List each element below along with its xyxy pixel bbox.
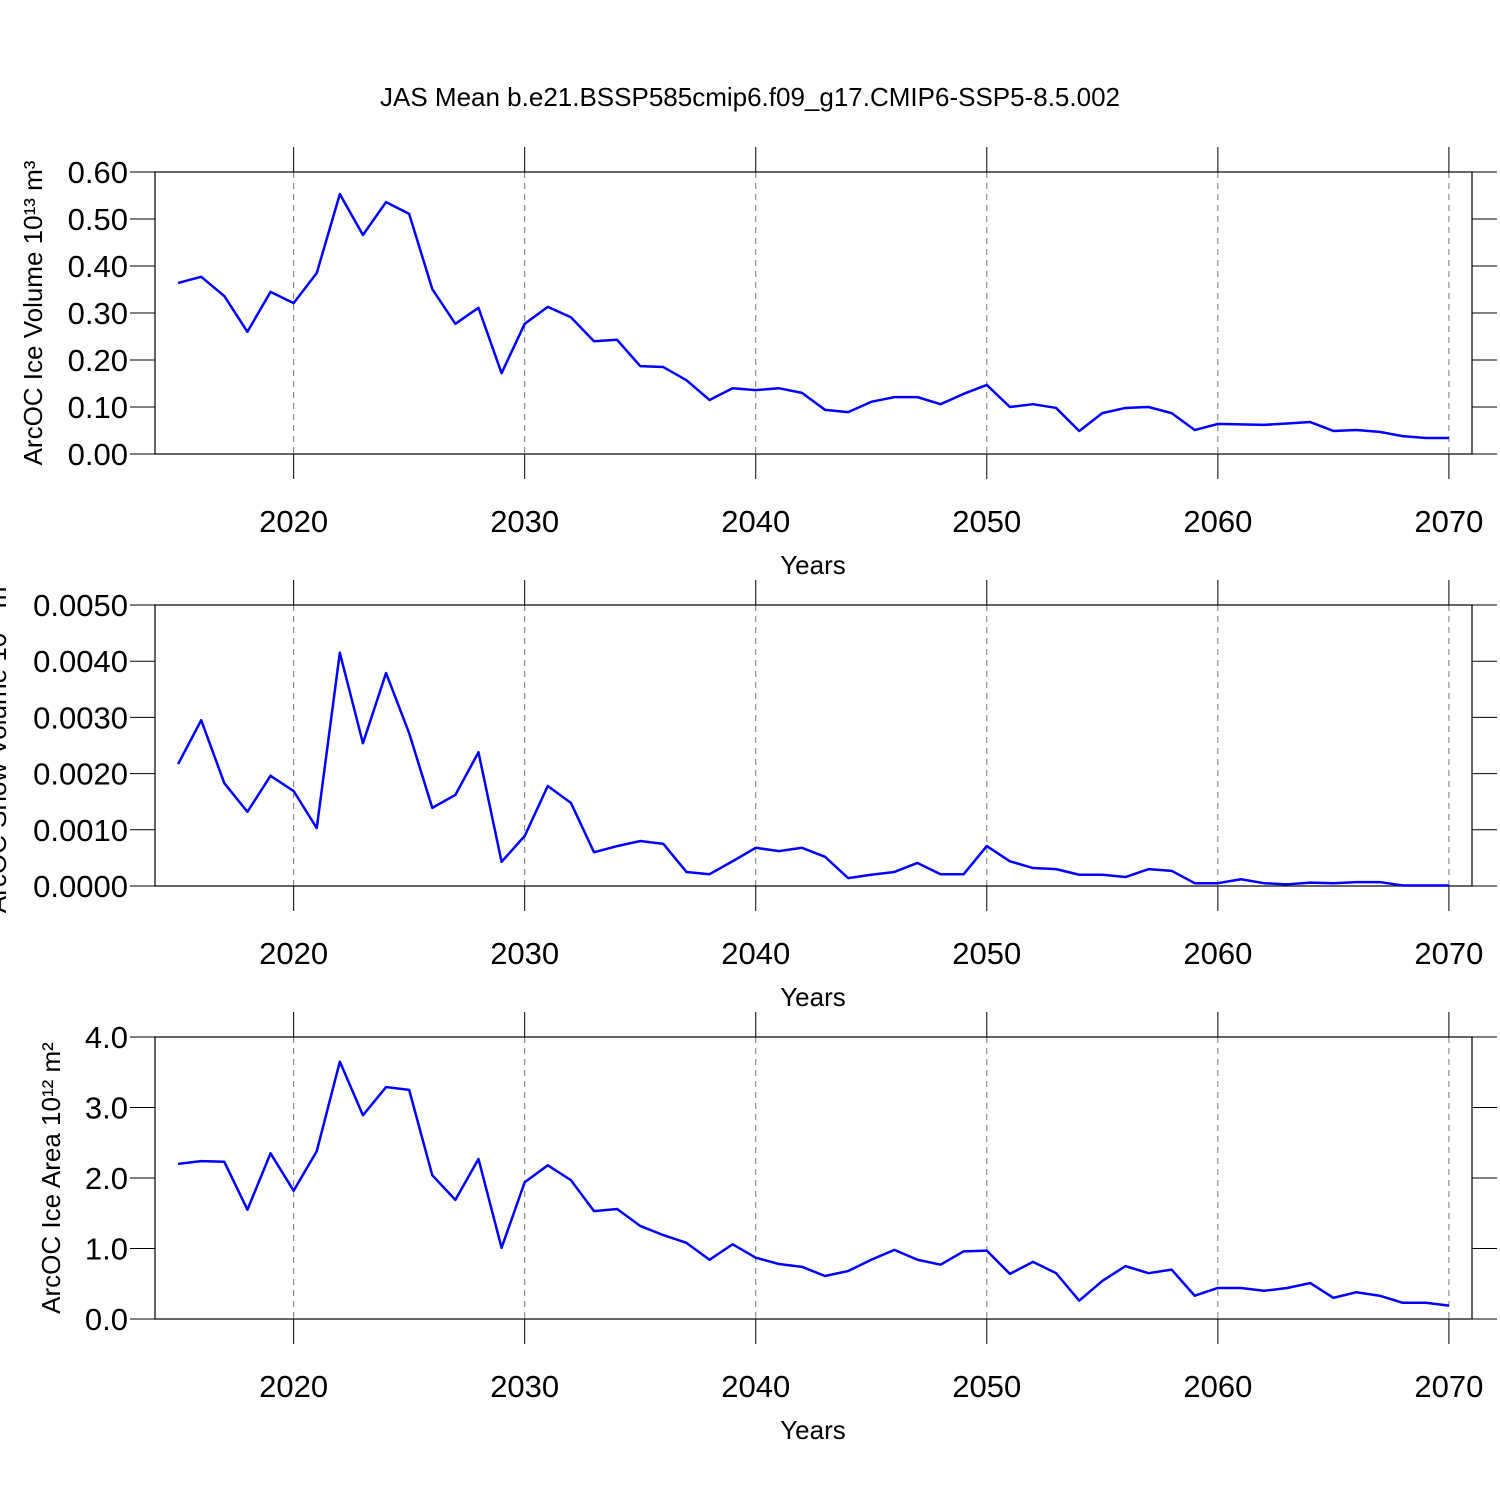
x-tick-label: 2030: [490, 504, 559, 539]
x-tick-label: 2020: [259, 1369, 328, 1404]
x-tick-label: 2030: [490, 936, 559, 971]
plot-frame: [154, 604, 1473, 887]
y-tick-label: 0.30: [68, 296, 128, 331]
data-line: [177, 1060, 1450, 1307]
x-tick-label: 2070: [1414, 504, 1483, 539]
figure-title: JAS Mean b.e21.BSSP585cmip6.f09_g17.CMIP…: [380, 82, 1120, 112]
y-tick-label: 0.60: [68, 155, 128, 190]
plot-frame: [154, 1036, 1473, 1320]
y-tick-label: 0.50: [68, 202, 128, 237]
y-tick-label: 0.0000: [33, 869, 128, 904]
y-tick-label: 0.0050: [33, 588, 128, 623]
x-tick-label: 2060: [1183, 504, 1252, 539]
y-tick-label: 0.0010: [33, 813, 128, 848]
y-tick-label: 0.20: [68, 343, 128, 378]
x-tick-label: 2050: [952, 936, 1021, 971]
data-line: [177, 192, 1449, 440]
x-tick-label: 2070: [1414, 936, 1483, 971]
x-tick-label: 2050: [952, 504, 1021, 539]
x-axis-label: Years: [780, 550, 846, 580]
x-tick-label: 2070: [1414, 1369, 1483, 1404]
x-tick-label: 2040: [721, 936, 790, 971]
x-tick-label: 2060: [1183, 1369, 1252, 1404]
y-axis-label: ArcOC Snow Volume 10¹³ m³: [0, 578, 12, 914]
y-axis-label: ArcOC Ice Area 10¹² m²: [36, 1042, 66, 1314]
y-tick-label: 0.10: [68, 390, 128, 425]
x-tick-label: 2020: [259, 936, 328, 971]
y-axis-label: ArcOC Ice Volume 10¹³ m³: [18, 160, 48, 465]
x-axis-label: Years: [780, 982, 846, 1012]
x-tick-label: 2040: [721, 1369, 790, 1404]
y-tick-label: 0.00: [68, 437, 128, 472]
y-tick-label: 0.0: [85, 1302, 128, 1337]
x-tick-label: 2030: [490, 1369, 559, 1404]
y-tick-label: 0.40: [68, 249, 128, 284]
x-tick-label: 2040: [721, 504, 790, 539]
y-tick-label: 2.0: [85, 1161, 128, 1196]
data-line: [176, 651, 1449, 887]
y-tick-label: 4.0: [85, 1020, 128, 1055]
plot-frame: [154, 171, 1473, 455]
x-tick-label: 2060: [1183, 936, 1252, 971]
x-tick-label: 2020: [259, 504, 328, 539]
y-tick-label: 0.0020: [33, 757, 128, 792]
x-axis-label: Years: [780, 1415, 846, 1445]
y-tick-label: 0.0040: [33, 644, 128, 679]
y-tick-label: 1.0: [85, 1232, 128, 1267]
y-tick-label: 3.0: [85, 1091, 128, 1126]
x-tick-label: 2050: [952, 1369, 1021, 1404]
y-tick-label: 0.0030: [33, 700, 128, 735]
